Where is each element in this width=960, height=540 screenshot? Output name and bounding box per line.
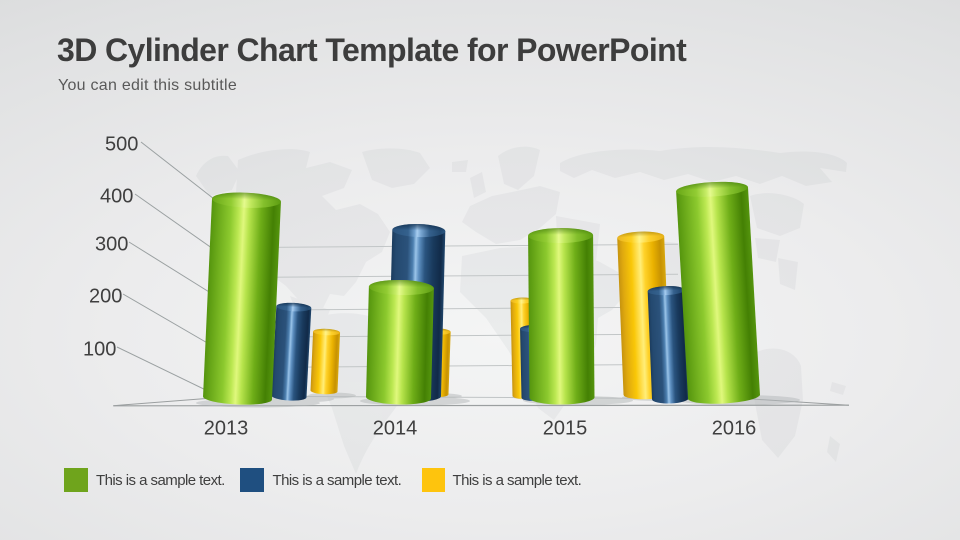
svg-text:2014: 2014 (373, 418, 418, 440)
svg-text:100: 100 (83, 339, 116, 361)
svg-text:2013: 2013 (204, 418, 249, 440)
svg-text:300: 300 (95, 234, 128, 256)
svg-text:2015: 2015 (543, 418, 588, 440)
svg-text:2016: 2016 (712, 418, 757, 440)
svg-text:200: 200 (89, 286, 122, 308)
svg-text:400: 400 (100, 186, 133, 208)
svg-text:500: 500 (105, 134, 138, 156)
